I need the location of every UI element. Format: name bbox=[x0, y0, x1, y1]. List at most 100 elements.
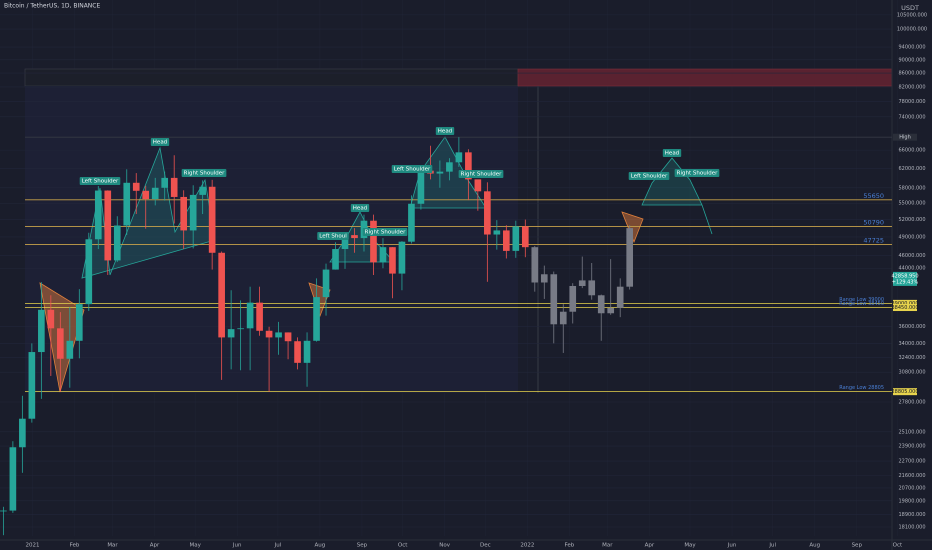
chart-title: Bitcoin / TetherUS, 1D, BINANCE bbox=[4, 3, 100, 10]
level-label: Range Low 39000 bbox=[839, 297, 884, 303]
level-label: 50790 bbox=[863, 218, 884, 226]
annotation-box bbox=[362, 228, 408, 236]
candle-body bbox=[85, 239, 93, 305]
x-tick-label: Jul bbox=[274, 543, 282, 549]
last-price: 42858.950 bbox=[891, 273, 918, 279]
x-tick-label: Apr bbox=[150, 543, 160, 549]
candle-body bbox=[531, 247, 539, 283]
annotation: Left Shoulder bbox=[82, 179, 119, 185]
zone bbox=[24, 68, 519, 87]
y-tick-label: 23900.000 bbox=[898, 444, 925, 450]
candle-body bbox=[294, 341, 301, 363]
candle-body bbox=[512, 226, 520, 251]
annotation-box bbox=[458, 170, 504, 178]
y-tick-label: 58000.000 bbox=[898, 185, 925, 191]
candle-body bbox=[616, 286, 624, 308]
x-tick-label: Sep bbox=[852, 543, 863, 549]
candle-body bbox=[284, 332, 292, 342]
annotation-box bbox=[317, 232, 349, 240]
annotation: Head bbox=[438, 129, 452, 135]
x-tick-label: May bbox=[190, 543, 202, 549]
y-tick-label: 46000.000 bbox=[898, 253, 925, 259]
candle-body bbox=[218, 252, 225, 338]
candle-body bbox=[597, 295, 605, 314]
level-label: Range Low 28805 bbox=[839, 385, 884, 391]
y-tick-label: 55000.000 bbox=[898, 201, 925, 207]
annotation-box bbox=[674, 169, 720, 177]
y-tick-label: 27800.000 bbox=[898, 400, 925, 406]
y-tick-label: 100000.000 bbox=[897, 27, 927, 33]
candle-body bbox=[559, 311, 567, 325]
last-change: +129.43% bbox=[892, 279, 919, 285]
candle-body bbox=[332, 249, 339, 270]
annotation-box bbox=[628, 172, 670, 180]
y-tick-label: 105000.000 bbox=[897, 12, 927, 18]
last-price-box bbox=[893, 271, 917, 286]
y-tick-label: 30800.000 bbox=[898, 370, 925, 376]
annotation-box bbox=[150, 138, 170, 146]
candle-body bbox=[199, 186, 206, 195]
x-tick-label: Apr bbox=[645, 543, 655, 549]
candle-body bbox=[322, 269, 330, 298]
x-tick-label: Dec bbox=[480, 543, 491, 549]
y-tick-label: 86000.000 bbox=[898, 71, 925, 77]
candle-body bbox=[370, 220, 377, 263]
axis-label: 28805.000 bbox=[891, 389, 918, 395]
candle-body bbox=[550, 274, 558, 325]
y-tick-label: 36000.000 bbox=[898, 324, 925, 330]
candle-body bbox=[28, 352, 36, 419]
x-tick-label: Jul bbox=[768, 543, 776, 549]
projection-line bbox=[701, 204, 713, 235]
candle-body bbox=[275, 332, 282, 338]
x-tick-label: Feb bbox=[564, 543, 574, 549]
candle-body bbox=[151, 187, 159, 200]
y-tick-label: 18900.000 bbox=[898, 512, 925, 518]
candle-body bbox=[246, 302, 254, 329]
y-tick-label: 78000.000 bbox=[898, 99, 925, 105]
y-tick-label: 90000.000 bbox=[898, 57, 925, 63]
currency: USDT bbox=[901, 4, 919, 12]
triangle bbox=[621, 211, 644, 244]
candle-body bbox=[588, 280, 596, 296]
candle-body bbox=[237, 328, 244, 330]
candle-body bbox=[351, 235, 358, 239]
x-tick-label: May bbox=[684, 543, 696, 549]
candle-body bbox=[465, 152, 472, 180]
x-tick-label: Mar bbox=[107, 543, 118, 549]
x-tick-label: Aug bbox=[809, 543, 820, 549]
annotation: Left Shoul bbox=[319, 234, 347, 240]
candle-body bbox=[161, 177, 169, 188]
x-tick-label: Nov bbox=[439, 543, 450, 549]
annotation: Head bbox=[665, 151, 679, 157]
candle-body bbox=[66, 340, 74, 359]
x-tick-label: Mar bbox=[602, 543, 613, 549]
y-tick-label: 34000.000 bbox=[898, 341, 925, 347]
level-label: 55650 bbox=[863, 192, 884, 200]
candle-body bbox=[9, 447, 17, 511]
candle-body bbox=[493, 230, 501, 235]
candle-body bbox=[626, 228, 634, 287]
annotation-box bbox=[350, 204, 370, 212]
y-tick-label: 66000.000 bbox=[898, 148, 925, 154]
candle-body bbox=[408, 203, 415, 242]
annotation: Right Shoulder bbox=[461, 172, 502, 178]
candle-body bbox=[265, 330, 273, 338]
axis-label: High bbox=[899, 135, 911, 141]
axis-label-box bbox=[893, 388, 917, 396]
annotation: Right Shoulder bbox=[184, 171, 225, 177]
candle-body bbox=[503, 230, 510, 251]
annotation: Head bbox=[153, 140, 167, 146]
resistance-zone bbox=[517, 68, 893, 87]
annotation: Head bbox=[353, 206, 367, 212]
x-tick-label: Feb bbox=[70, 543, 80, 549]
candle-body bbox=[75, 304, 83, 341]
annotation: Right Shoulder bbox=[365, 230, 406, 236]
x-tick-label: Jun bbox=[727, 543, 737, 549]
y-tick-label: 25100.000 bbox=[898, 429, 925, 435]
y-tick-label: 21600.000 bbox=[898, 473, 925, 479]
x-tick-label: 2021 bbox=[26, 543, 40, 549]
candle-body bbox=[521, 226, 529, 248]
candle-body bbox=[123, 182, 131, 226]
candle-body bbox=[208, 186, 216, 253]
